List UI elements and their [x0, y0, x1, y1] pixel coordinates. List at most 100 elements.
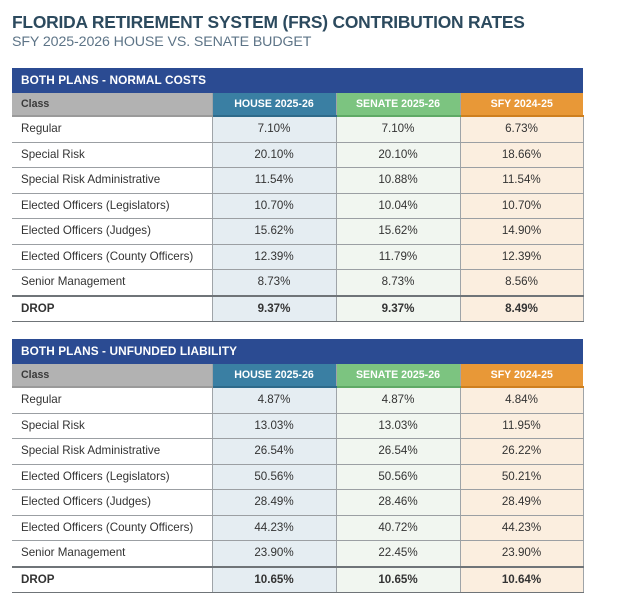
cell-class-name: Regular	[12, 387, 212, 414]
table-row: DROP 10.65% 10.65% 10.64%	[12, 565, 584, 593]
table-row: Special Risk 13.03% 13.03% 11.95%	[12, 413, 584, 440]
cell-class-name: Elected Officers (Judges)	[12, 218, 212, 245]
cell-house-rate: 9.37%	[211, 294, 336, 323]
cell-house-rate: 4.87%	[211, 387, 336, 414]
cell-sfy-rate: 11.54%	[459, 167, 584, 194]
cell-senate-rate: 8.73%	[335, 269, 460, 297]
cell-sfy-rate: 14.90%	[459, 218, 584, 245]
table-row: Elected Officers (Legislators) 10.70% 10.0…	[12, 193, 584, 220]
cell-class-name: Elected Officers (Legislators)	[12, 193, 212, 220]
table-header-row: Class HOUSE 2025-26 SENATE 2025-26 SFY 2024…	[12, 92, 583, 118]
table-row: DROP 9.37% 9.37% 8.49%	[12, 294, 584, 323]
cell-senate-rate: 13.03%	[335, 413, 460, 440]
cell-sfy-rate: 6.73%	[459, 116, 584, 143]
column-header-house[interactable]: HOUSE 2025-26	[211, 92, 336, 118]
column-header-class[interactable]: Class	[12, 92, 212, 118]
cell-sfy-rate: 18.66%	[459, 142, 584, 169]
cell-house-rate: 10.70%	[211, 193, 336, 220]
cell-senate-rate: 26.54%	[335, 438, 460, 465]
column-header-sfy[interactable]: SFY 2024-25	[459, 363, 583, 389]
tables-host: BOTH PLANS - NORMAL COSTS Class HOUSE 2025…	[12, 68, 612, 593]
page-title: FLORIDA RETIREMENT SYSTEM (FRS) CONTRIBU…	[12, 12, 525, 32]
cell-class-name: Regular	[12, 116, 212, 143]
table-band-title: BOTH PLANS - NORMAL COSTS	[12, 68, 583, 93]
cell-sfy-rate: 23.90%	[459, 540, 584, 568]
cell-senate-rate: 4.87%	[335, 387, 460, 414]
column-header-sfy[interactable]: SFY 2024-25	[459, 92, 583, 118]
table-row: Elected Officers (Judges) 28.49% 28.46% 28.…	[12, 489, 584, 516]
cell-senate-rate: 10.88%	[335, 167, 460, 194]
cell-sfy-rate: 10.70%	[459, 193, 584, 220]
cell-sfy-rate: 8.49%	[459, 294, 584, 323]
cell-house-rate: 15.62%	[211, 218, 336, 245]
table-row: Regular 4.87% 4.87% 4.84%	[12, 387, 584, 414]
cell-house-rate: 7.10%	[211, 116, 336, 143]
cell-class-name: Special Risk	[12, 142, 212, 169]
cell-house-rate: 12.39%	[211, 244, 336, 271]
table-row: Elected Officers (County Officers) 44.23%…	[12, 515, 584, 542]
cell-senate-rate: 50.56%	[335, 464, 460, 491]
cell-senate-rate: 10.65%	[335, 565, 460, 593]
rates-table: Class HOUSE 2025-26 SENATE 2025-26 SFY 2024…	[12, 92, 584, 323]
column-header-class[interactable]: Class	[12, 363, 212, 389]
table-header-row: Class HOUSE 2025-26 SENATE 2025-26 SFY 2024…	[12, 363, 583, 389]
cell-senate-rate: 9.37%	[335, 294, 460, 323]
cell-house-rate: 13.03%	[211, 413, 336, 440]
cell-class-name: Elected Officers (County Officers)	[12, 515, 212, 542]
rates-table-block: BOTH PLANS - UNFUNDED LIABILITY Class HOUS…	[12, 339, 584, 593]
cell-sfy-rate: 8.56%	[459, 269, 584, 297]
column-header-senate[interactable]: SENATE 2025-26	[335, 92, 460, 118]
cell-class-name: Elected Officers (Judges)	[12, 489, 212, 516]
rates-table-block: BOTH PLANS - NORMAL COSTS Class HOUSE 2025…	[12, 68, 584, 323]
table-row: Senior Management 8.73% 8.73% 8.56%	[12, 269, 584, 297]
table-row: Special Risk Administrative 26.54% 26.54% 2…	[12, 438, 584, 465]
cell-sfy-rate: 28.49%	[459, 489, 584, 516]
cell-sfy-rate: 12.39%	[459, 244, 584, 271]
cell-sfy-rate: 50.21%	[459, 464, 584, 491]
cell-house-rate: 10.65%	[211, 565, 336, 593]
table-row: Special Risk 20.10% 20.10% 18.66%	[12, 142, 584, 169]
column-header-senate[interactable]: SENATE 2025-26	[335, 363, 460, 389]
table-row: Elected Officers (Legislators) 50.56% 50.5…	[12, 464, 584, 491]
cell-house-rate: 8.73%	[211, 269, 336, 297]
table-row: Senior Management 23.90% 22.45% 23.90%	[12, 540, 584, 568]
table-row: Special Risk Administrative 11.54% 10.88% 1…	[12, 167, 584, 194]
cell-sfy-rate: 26.22%	[459, 438, 584, 465]
rates-table: Class HOUSE 2025-26 SENATE 2025-26 SFY 2024…	[12, 363, 584, 593]
title-block: FLORIDA RETIREMENT SYSTEM (FRS) CONTRIBU…	[12, 0, 612, 51]
cell-house-rate: 44.23%	[211, 515, 336, 542]
cell-sfy-rate: 44.23%	[459, 515, 584, 542]
table-row: Elected Officers (Judges) 15.62% 15.62% 14.…	[12, 218, 584, 245]
cell-house-rate: 28.49%	[211, 489, 336, 516]
cell-class-name: Elected Officers (Legislators)	[12, 464, 212, 491]
cell-class-name: Special Risk Administrative	[12, 438, 212, 465]
cell-house-rate: 50.56%	[211, 464, 336, 491]
cell-class-name: Special Risk	[12, 413, 212, 440]
cell-house-rate: 11.54%	[211, 167, 336, 194]
cell-class-name: DROP	[12, 294, 212, 323]
cell-senate-rate: 11.79%	[335, 244, 460, 271]
cell-house-rate: 26.54%	[211, 438, 336, 465]
cell-senate-rate: 15.62%	[335, 218, 460, 245]
column-header-house[interactable]: HOUSE 2025-26	[211, 363, 336, 389]
table-row: Elected Officers (County Officers) 12.39%…	[12, 244, 584, 271]
cell-class-name: Elected Officers (County Officers)	[12, 244, 212, 271]
cell-sfy-rate: 4.84%	[459, 387, 584, 414]
cell-class-name: Special Risk Administrative	[12, 167, 212, 194]
cell-class-name: Senior Management	[12, 540, 212, 568]
cell-class-name: DROP	[12, 565, 212, 593]
cell-sfy-rate: 11.95%	[459, 413, 584, 440]
cell-house-rate: 23.90%	[211, 540, 336, 568]
page-root: FLORIDA RETIREMENT SYSTEM (FRS) CONTRIBU…	[12, 0, 612, 593]
cell-senate-rate: 28.46%	[335, 489, 460, 516]
cell-class-name: Senior Management	[12, 269, 212, 297]
cell-senate-rate: 20.10%	[335, 142, 460, 169]
cell-senate-rate: 22.45%	[335, 540, 460, 568]
cell-senate-rate: 10.04%	[335, 193, 460, 220]
cell-senate-rate: 7.10%	[335, 116, 460, 143]
cell-sfy-rate: 10.64%	[459, 565, 584, 593]
page-subtitle: SFY 2025-2026 HOUSE VS. SENATE BUDGET	[12, 34, 312, 51]
cell-senate-rate: 40.72%	[335, 515, 460, 542]
cell-house-rate: 20.10%	[211, 142, 336, 169]
table-row: Regular 7.10% 7.10% 6.73%	[12, 116, 584, 143]
